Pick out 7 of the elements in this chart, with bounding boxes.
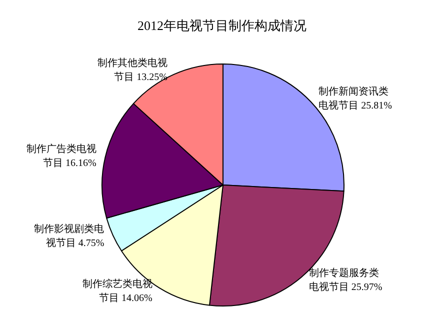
slice-label: 制作其他类电视节目 13.25% <box>97 57 168 84</box>
slice-label: 制作专题服务类电视节目 25.97% <box>308 266 382 293</box>
slice-label: 制作综艺类电视节目 14.06% <box>82 278 152 304</box>
slice-label: 制作广告类电视节目 16.16% <box>26 142 96 169</box>
slice-label: 制作影视剧类电视节目 4.75% <box>34 223 104 250</box>
slice-label: 制作新闻资讯类电视节目 25.81% <box>318 85 392 112</box>
chart-title: 2012年电视节目制作构成情况 <box>138 18 306 33</box>
